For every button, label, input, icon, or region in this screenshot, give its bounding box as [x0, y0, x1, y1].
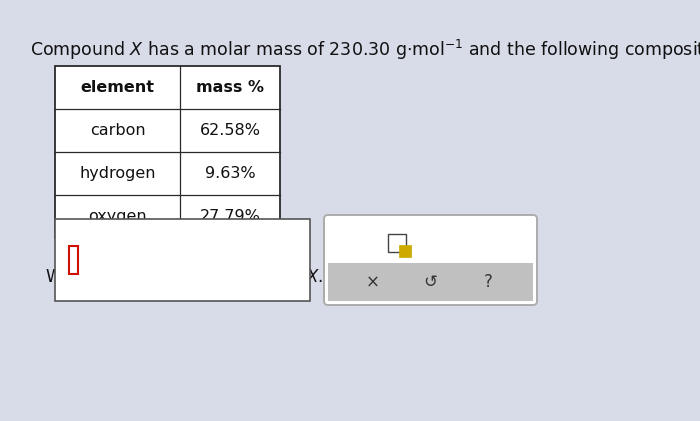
Bar: [388, 234, 406, 252]
Text: 9.63%: 9.63%: [204, 166, 256, 181]
Bar: [69, 246, 78, 274]
Text: ?: ?: [484, 273, 492, 291]
Text: 62.58%: 62.58%: [199, 123, 260, 138]
Bar: [400, 245, 412, 257]
Text: Write the molecular formula of $\mathit{X}$.: Write the molecular formula of $\mathit{…: [45, 268, 323, 286]
Text: 27.79%: 27.79%: [199, 209, 260, 224]
Text: ×: ×: [366, 273, 380, 291]
Text: carbon: carbon: [90, 123, 146, 138]
Bar: [55, 219, 310, 301]
Text: oxygen: oxygen: [88, 209, 147, 224]
Text: Compound $\mathit{X}$ has a molar mass of 230.30 g$\cdot$mol$^{-1}$ and the foll: Compound $\mathit{X}$ has a molar mass o…: [30, 38, 700, 62]
Text: hydrogen: hydrogen: [79, 166, 155, 181]
Text: ↺: ↺: [424, 273, 438, 291]
Bar: [55, 66, 280, 238]
Bar: [328, 263, 533, 301]
Text: element: element: [80, 80, 155, 95]
FancyBboxPatch shape: [324, 215, 537, 305]
Text: mass %: mass %: [196, 80, 264, 95]
